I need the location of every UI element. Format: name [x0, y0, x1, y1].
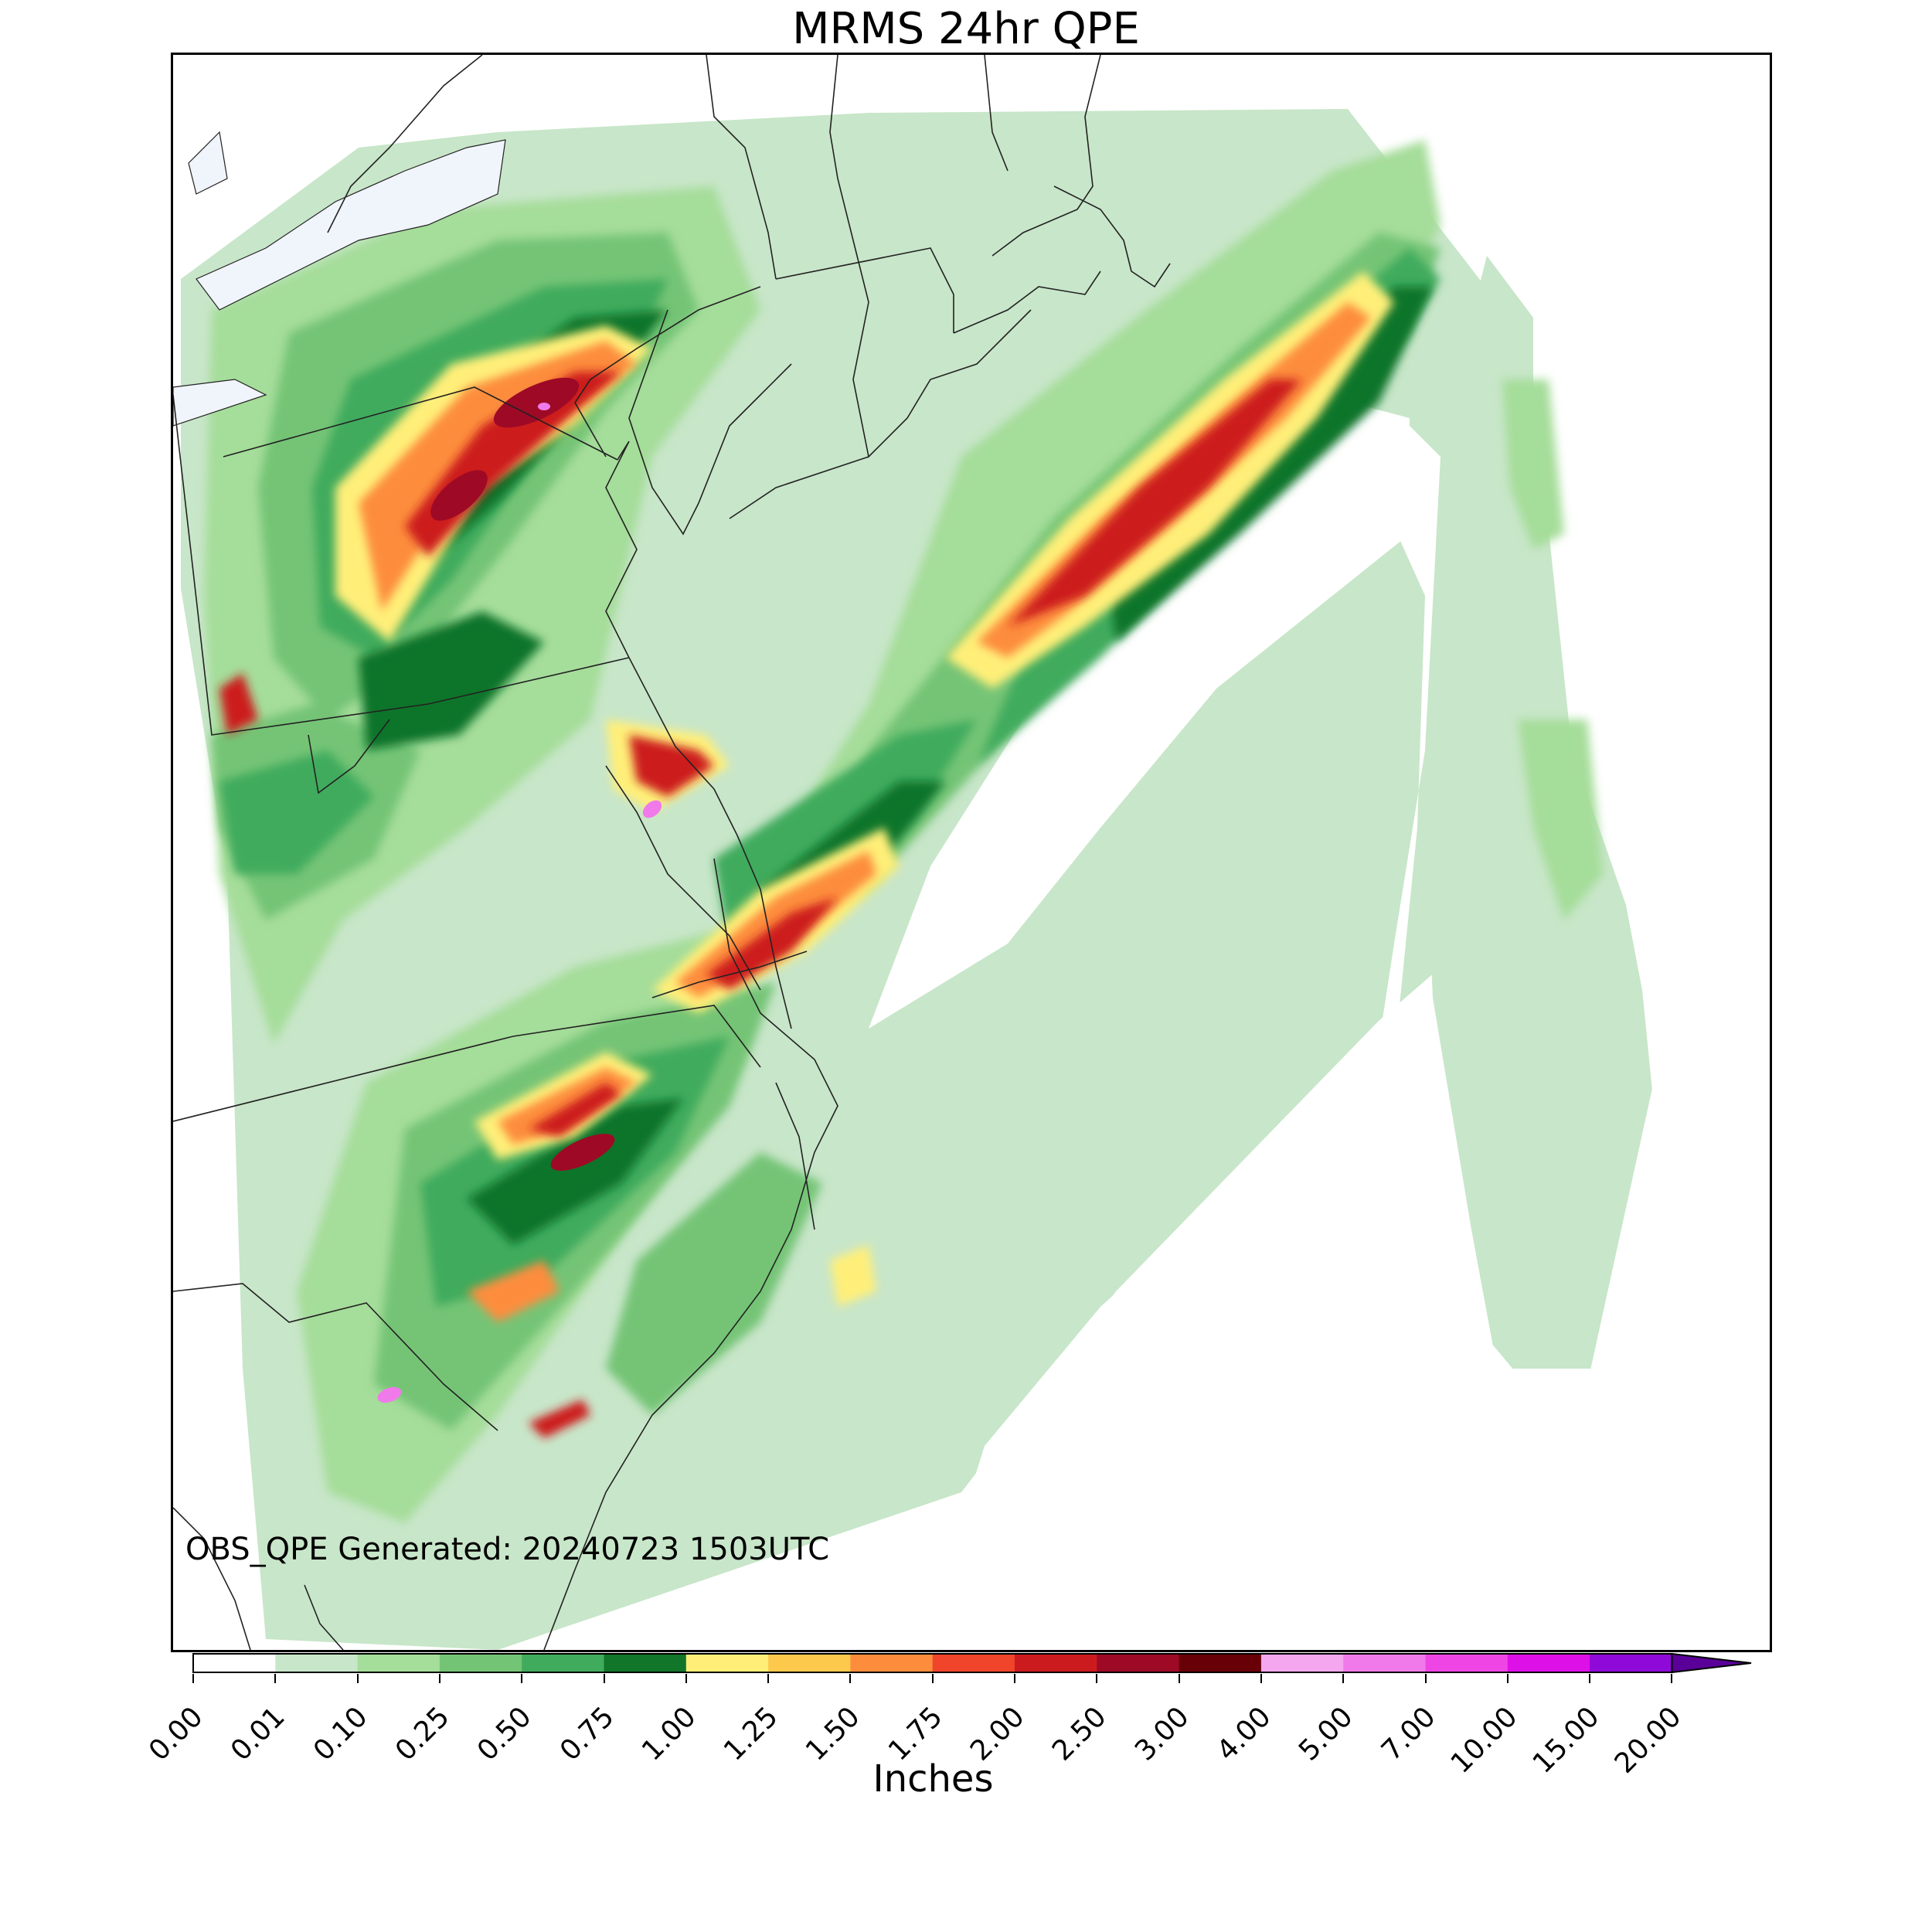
colorbar-bin-0: [193, 1654, 276, 1672]
colorbar-tick-mark: [274, 1674, 277, 1683]
map-title: MRMS 24hr QPE: [792, 4, 1140, 54]
colorbar-tick-mark: [1260, 1674, 1262, 1683]
colorbar-bin-10: [1015, 1654, 1097, 1672]
colorbar-bin-1: [275, 1654, 359, 1672]
colorbar-bin-16: [1507, 1654, 1590, 1672]
colorbar-outline: [192, 1653, 1673, 1673]
colorbar-tick-mark: [849, 1674, 852, 1683]
map-frame: [171, 53, 1772, 1652]
colorbar-tick-mark: [1589, 1674, 1591, 1683]
colorbar-bin-4: [522, 1654, 604, 1672]
colorbar-tick-mark: [931, 1674, 934, 1683]
colorbar-bin-13: [1260, 1654, 1344, 1672]
colorbar-tick-mark: [1342, 1674, 1345, 1683]
colorbar: [192, 1652, 1752, 1674]
colorbar-tick-mark: [1096, 1674, 1098, 1683]
colorbar-bin-6: [685, 1654, 769, 1672]
colorbar-bin-11: [1097, 1654, 1180, 1672]
rain-2-50: [430, 377, 615, 1171]
dry-area: [869, 86, 1770, 1650]
precipitation-map: [173, 55, 1770, 1650]
colorbar-bin-17: [1590, 1654, 1672, 1672]
colorbar-tick-mark: [1424, 1674, 1427, 1683]
great-lakes: [173, 131, 506, 427]
colorbar-tick-mark: [521, 1674, 523, 1683]
colorbar-tick-mark: [356, 1674, 359, 1683]
colorbar-bin-14: [1343, 1654, 1426, 1672]
colorbar-bin-2: [357, 1654, 440, 1672]
rain-2-00: [219, 372, 1301, 1438]
colorbar-tick-mark: [1506, 1674, 1509, 1683]
colorbar-bin-3: [439, 1654, 522, 1672]
colorbar-tick-mark: [1014, 1674, 1015, 1683]
generated-timestamp: OBS_QPE Generated: 20240723 1503UTC: [185, 1532, 830, 1567]
boundaries: [173, 55, 1171, 1650]
colorbar-tick-mark: [1178, 1674, 1180, 1683]
colorbar-bin-15: [1425, 1654, 1509, 1672]
colorbar-bin-9: [932, 1654, 1015, 1672]
colorbar-tick-mark: [767, 1674, 770, 1683]
colorbar-tick-mark: [438, 1674, 440, 1683]
colorbar-bin-8: [850, 1654, 934, 1672]
colorbar-tick-mark: [192, 1674, 194, 1683]
colorbar-bin-12: [1179, 1654, 1262, 1672]
colorbar-tick-mark: [685, 1674, 687, 1683]
colorbar-tick-mark: [603, 1674, 605, 1683]
colorbar-tick-mark: [1671, 1674, 1673, 1683]
colorbar-label: Inches: [872, 1757, 994, 1801]
colorbar-extend-arrow: [1671, 1652, 1752, 1674]
colorbar-bin-5: [604, 1654, 687, 1672]
colorbar-bin-7: [768, 1654, 851, 1672]
rain-5-00: [377, 403, 662, 1403]
